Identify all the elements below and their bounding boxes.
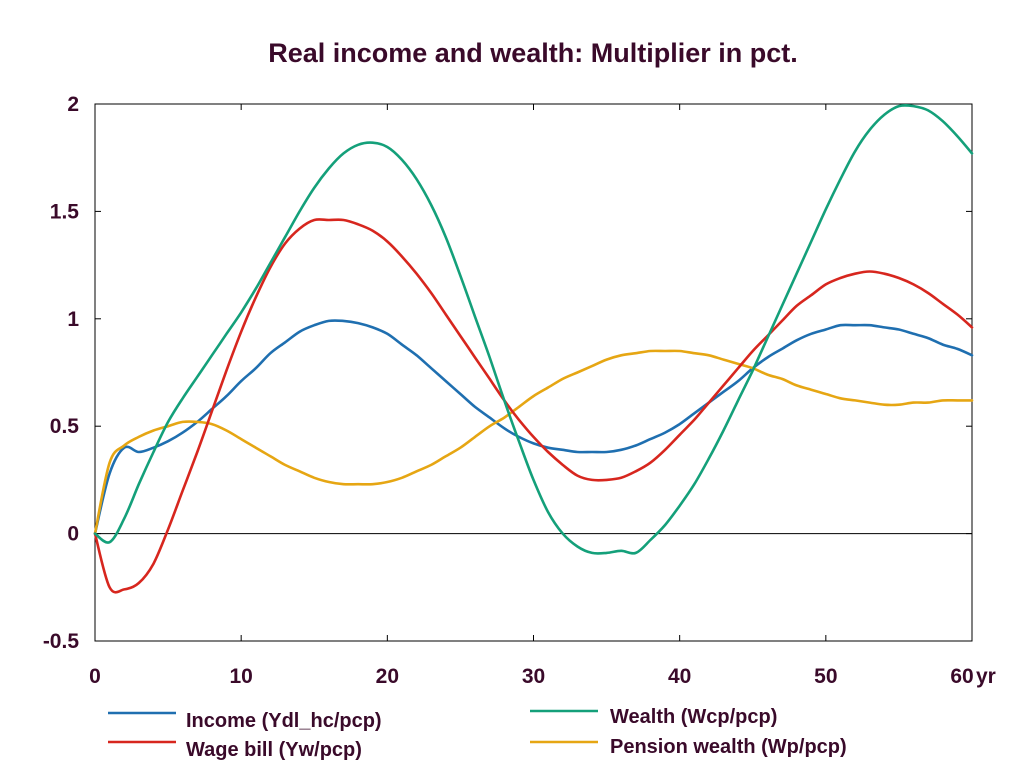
series-line-income <box>93 319 974 535</box>
x-tick-label: 10 <box>229 665 252 688</box>
y-tick-label: 2 <box>67 93 79 116</box>
x-tick-label: 0 <box>89 665 101 688</box>
y-tick-label: 1.5 <box>50 200 80 223</box>
series-line-wealth <box>93 104 974 555</box>
legend-label-wealth: Wealth (Wcp/pcp) <box>610 706 777 728</box>
series-group <box>93 104 974 594</box>
series-line-pension-wealth <box>93 349 974 535</box>
x-unit-label: yr <box>976 665 996 688</box>
y-tick-label: -0.5 <box>43 630 80 653</box>
chart-title: Real income and wealth: Multiplier in pc… <box>268 38 798 68</box>
legend-label-pension-wealth: Pension wealth (Wp/pcp) <box>610 736 847 758</box>
legend: Income (Ydl_hc/pcp) Wage bill (Yw/pcp) Wea… <box>108 706 847 761</box>
x-tick-label: 20 <box>376 665 399 688</box>
x-axis: 0 10 20 30 40 50 60 yr <box>89 104 996 688</box>
series-line-wage-bill <box>93 218 974 594</box>
x-tick-label: 50 <box>814 665 837 688</box>
y-tick-label: 0.5 <box>50 415 80 438</box>
x-tick-label: 40 <box>668 665 691 688</box>
x-tick-label: 30 <box>522 665 545 688</box>
y-axis: -0.5 0 0.5 1 1.5 2 <box>43 93 972 653</box>
legend-label-income: Income (Ydl_hc/pcp) <box>186 710 382 732</box>
y-tick-label: 0 <box>67 523 79 546</box>
x-tick-label: 60 <box>950 665 973 688</box>
legend-label-wage-bill: Wage bill (Yw/pcp) <box>186 739 362 761</box>
y-tick-label: 1 <box>67 308 79 331</box>
